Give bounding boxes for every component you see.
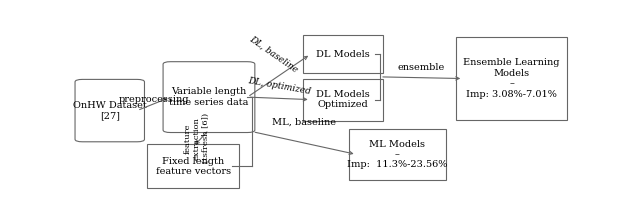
Text: OnHW Dataset
[27]: OnHW Dataset [27] <box>73 101 147 120</box>
FancyBboxPatch shape <box>75 79 145 142</box>
Text: Ensemble Learning
Models
–
Imp: 3.08%-7.01%: Ensemble Learning Models – Imp: 3.08%-7.… <box>463 58 560 99</box>
Text: ML Models
–
Imp:  11.3%-23.56%: ML Models – Imp: 11.3%-23.56% <box>348 140 447 169</box>
Text: DL Models
Optimized: DL Models Optimized <box>316 90 370 109</box>
FancyBboxPatch shape <box>303 79 383 121</box>
Text: ensemble: ensemble <box>398 63 445 72</box>
Text: DL, baseline: DL, baseline <box>248 34 300 74</box>
FancyBboxPatch shape <box>163 62 255 132</box>
Text: DL, optimized: DL, optimized <box>247 76 311 96</box>
Text: preprocessing: preprocessing <box>118 95 189 104</box>
Text: Variable length
time series data: Variable length time series data <box>169 87 249 107</box>
FancyBboxPatch shape <box>456 37 567 120</box>
Text: feature
extraction
(tsfresh [6]): feature extraction (tsfresh [6]) <box>184 113 210 163</box>
Text: ML, baseline: ML, baseline <box>273 118 337 127</box>
FancyBboxPatch shape <box>303 35 383 73</box>
FancyBboxPatch shape <box>147 144 239 188</box>
Text: Fixed length
feature vectors: Fixed length feature vectors <box>156 157 230 176</box>
FancyBboxPatch shape <box>349 129 446 180</box>
Text: DL Models: DL Models <box>316 50 370 59</box>
